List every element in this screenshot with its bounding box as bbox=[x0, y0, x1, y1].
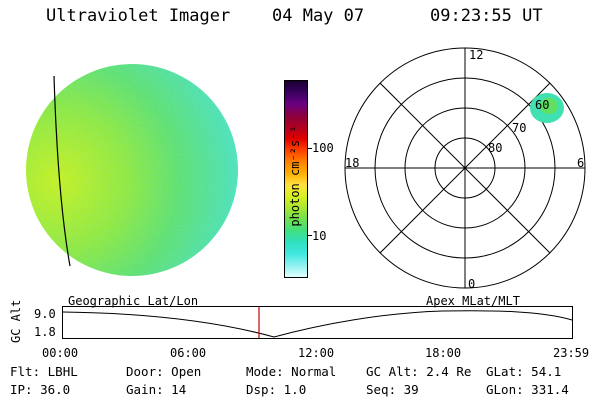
x-tick-1200: 12:00 bbox=[298, 346, 335, 360]
colorbar bbox=[284, 80, 308, 278]
geo-label: Geographic Lat/Lon bbox=[68, 294, 199, 308]
colorbar-tick-10: 10 bbox=[312, 229, 327, 243]
apex-label: Apex MLat/MLT bbox=[426, 294, 520, 308]
info-mode: Mode: Normal bbox=[246, 364, 337, 379]
colorbar-tick-100: 100 bbox=[312, 141, 334, 155]
info-door: Door: Open bbox=[126, 364, 202, 379]
info-flt: Flt: LBHL bbox=[10, 364, 78, 379]
polar-plot: 12 18 6 0 60 70 80 bbox=[344, 47, 586, 291]
info-gain: Gain: 14 bbox=[126, 382, 187, 397]
gc-alt-axis-title: GC Alt bbox=[9, 299, 23, 343]
time-label: 09:23:55 UT bbox=[430, 6, 543, 26]
mlt-label-0: 0 bbox=[468, 277, 475, 291]
info-glon: GLon: 331.4 bbox=[486, 382, 569, 397]
y-tick-9: 9.0 bbox=[34, 307, 56, 321]
mlt-label-6: 6 bbox=[577, 156, 584, 170]
x-tick-0000: 00:00 bbox=[42, 346, 79, 360]
lat-label-70: 70 bbox=[512, 121, 526, 135]
mlt-label-12: 12 bbox=[469, 48, 483, 62]
mlt-label-18: 18 bbox=[345, 156, 359, 170]
info-dsp: Dsp: 1.0 bbox=[246, 382, 307, 397]
altitude-timeline bbox=[62, 306, 573, 339]
x-tick-1800: 18:00 bbox=[425, 346, 462, 360]
info-gc-alt: GC Alt: 2.4 Re bbox=[366, 364, 472, 379]
info-seq: Seq: 39 bbox=[366, 382, 419, 397]
uv-image bbox=[26, 64, 238, 276]
terminator-line bbox=[53, 75, 71, 267]
instrument-title: Ultraviolet Imager bbox=[46, 6, 231, 26]
lat-label-80: 80 bbox=[488, 141, 502, 155]
altitude-curve bbox=[62, 310, 573, 338]
x-tick-0600: 06:00 bbox=[170, 346, 207, 360]
info-ip: IP: 36.0 bbox=[10, 382, 71, 397]
colorbar-unit: photon cm⁻²s⁻¹ bbox=[288, 125, 302, 227]
info-glat: GLat: 54.1 bbox=[486, 364, 562, 379]
lat-label-60: 60 bbox=[535, 98, 549, 112]
date-label: 04 May 07 bbox=[272, 6, 365, 26]
y-tick-1-8: 1.8 bbox=[34, 325, 56, 339]
x-tick-2359: 23:59 bbox=[553, 346, 590, 360]
